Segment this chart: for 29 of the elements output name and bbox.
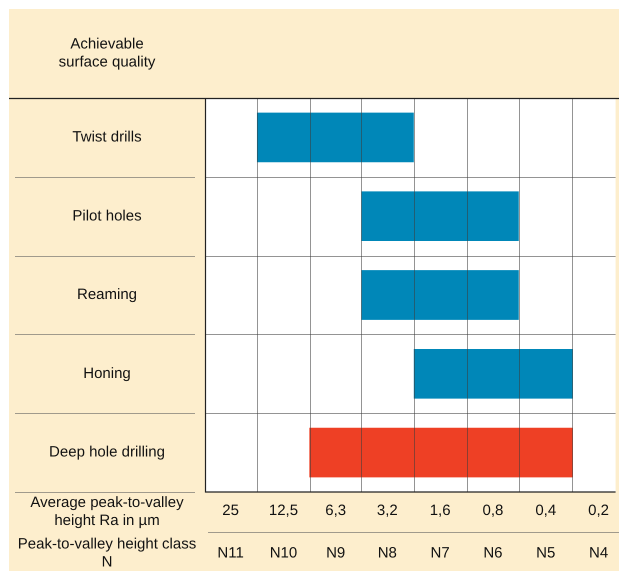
y-tick-label: Reaming [76,286,138,304]
y-tick-label: Honing [83,364,131,382]
y-tick-label: Pilot holes [72,207,142,224]
text: N6 [483,544,503,562]
bar [414,348,573,399]
x-tick-label: 1,6 [430,502,451,520]
x2-axis-title: Peak-to-valley height class N [18,536,196,571]
y-tick-label: Twist drills [72,128,142,146]
bar [361,191,519,242]
chart-title: Achievable surface quality [58,36,156,71]
text: N11 [217,544,244,562]
text: N7 [430,544,450,562]
bar [309,428,573,478]
x-tick-label: 25 [222,502,239,520]
x-tick-label: 6,3 [325,502,346,520]
text: N8 [378,544,397,562]
x-tick-label: 12,5 [268,502,298,520]
y-tick-label: Deep hole drilling [49,444,165,461]
text: N10 [270,544,298,562]
bar [256,112,414,162]
x-tick-label: 0,4 [535,502,556,520]
text: N4 [588,544,608,562]
bar [361,270,519,320]
x-tick-label: 0,8 [482,502,504,520]
x-axis-title: Average peak-to-valley height Ra in µm [30,494,184,530]
x-tick-label: 0,2 [588,502,610,520]
text: N9 [326,544,346,562]
x-tick-label: 3,2 [376,502,398,520]
text: N5 [536,544,556,562]
